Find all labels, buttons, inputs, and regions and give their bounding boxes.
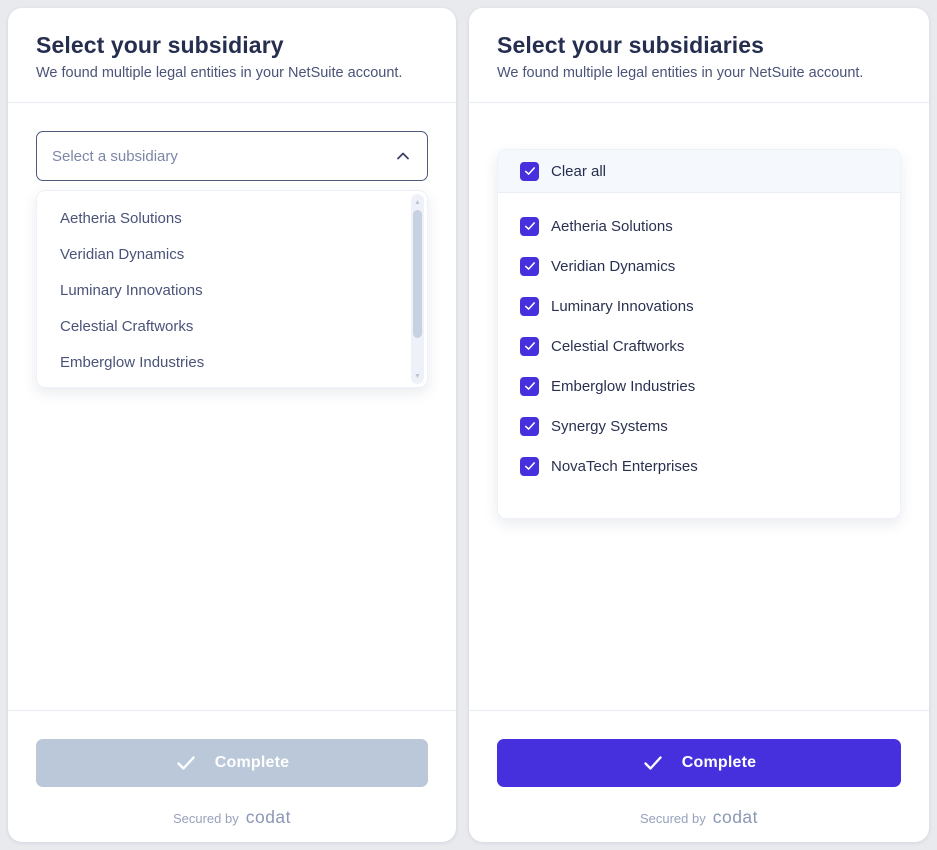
dropdown-option-label: Emberglow Industries bbox=[60, 353, 205, 371]
dropdown-scrollbar[interactable]: ▲ ▼ bbox=[411, 194, 424, 384]
dropdown-option[interactable]: Aetheria Solutions bbox=[37, 200, 409, 236]
subsidiary-checkbox[interactable] bbox=[520, 216, 539, 236]
scroll-up-icon[interactable]: ▲ bbox=[414, 198, 421, 206]
page-title: Select your subsidiary bbox=[36, 32, 284, 58]
dropdown-option-label: Aetheria Solutions bbox=[60, 209, 182, 227]
page-subtitle: We found multiple legal entities in your… bbox=[36, 65, 403, 81]
scrollbar-thumb[interactable] bbox=[413, 210, 422, 338]
secured-by-text: Secured by bbox=[172, 811, 239, 826]
multi-select-panel: Select your subsidiaries We found multip… bbox=[469, 8, 929, 842]
subsidiary-checkbox[interactable] bbox=[520, 296, 539, 316]
panel-body: Select a subsidiary Aetheria Solutions bbox=[8, 103, 456, 710]
secured-by-text: Secured by bbox=[639, 811, 706, 826]
subsidiary-check-row[interactable]: Emberglow Industries bbox=[498, 366, 900, 406]
page-title: Select your subsidiaries bbox=[497, 32, 765, 58]
subsidiary-checkbox[interactable] bbox=[520, 416, 539, 436]
subsidiary-check-row[interactable]: Celestial Craftworks bbox=[498, 326, 900, 366]
subsidiary-checkbox[interactable] bbox=[520, 336, 539, 356]
complete-button-label: Complete bbox=[681, 754, 757, 771]
panel-footer: Complete Secured by codat bbox=[8, 710, 456, 842]
dropdown-option-label: Luminary Innovations bbox=[60, 281, 203, 299]
dropdown-option-label: Veridian Dynamics bbox=[60, 245, 185, 263]
select-placeholder: Select a subsidiary bbox=[52, 147, 178, 165]
clear-all-label: Clear all bbox=[551, 162, 607, 180]
subsidiary-label: Synergy Systems bbox=[551, 417, 668, 435]
subsidiaries-checklist-card: Clear all Aetheria Solutions bbox=[497, 149, 901, 519]
subsidiary-dropdown: Aetheria Solutions Veridian Dynamics Lum… bbox=[36, 190, 428, 388]
subsidiary-label: Veridian Dynamics bbox=[551, 257, 676, 275]
subsidiary-check-row[interactable]: Synergy Systems bbox=[498, 406, 900, 446]
subsidiary-label: Aetheria Solutions bbox=[551, 217, 673, 235]
panel-body: Clear all Aetheria Solutions bbox=[469, 103, 929, 710]
panel-header: Select your subsidiary We found multiple… bbox=[8, 8, 456, 103]
dropdown-option[interactable]: Emberglow Industries bbox=[37, 344, 409, 380]
chevron-up-icon bbox=[395, 148, 411, 164]
scroll-down-icon[interactable]: ▼ bbox=[414, 372, 421, 380]
subsidiary-label: NovaTech Enterprises bbox=[551, 457, 698, 475]
subsidiary-label: Luminary Innovations bbox=[551, 297, 694, 315]
codat-logo: codat bbox=[245, 807, 292, 827]
page-subtitle: We found multiple legal entities in your… bbox=[497, 65, 864, 81]
clear-all-row[interactable]: Clear all bbox=[498, 150, 900, 193]
panel-header: Select your subsidiaries We found multip… bbox=[469, 8, 929, 103]
dropdown-option[interactable]: Luminary Innovations bbox=[37, 272, 409, 308]
check-icon bbox=[642, 752, 664, 774]
subsidiary-check-row[interactable]: Aetheria Solutions bbox=[498, 206, 900, 246]
complete-button[interactable]: Complete bbox=[36, 739, 428, 787]
dropdown-option[interactable]: Celestial Craftworks bbox=[37, 308, 409, 344]
complete-button-label: Complete bbox=[214, 754, 290, 771]
subsidiary-check-row[interactable]: Luminary Innovations bbox=[498, 286, 900, 326]
clear-all-checkbox[interactable] bbox=[520, 161, 539, 181]
subsidiary-checkbox[interactable] bbox=[520, 456, 539, 476]
dropdown-option[interactable]: Veridian Dynamics bbox=[37, 236, 409, 272]
subsidiary-label: Emberglow Industries bbox=[551, 377, 696, 395]
single-select-panel: Select your subsidiary We found multiple… bbox=[8, 8, 456, 842]
dropdown-option-label: Celestial Craftworks bbox=[60, 317, 194, 335]
codat-logo: codat bbox=[712, 807, 759, 827]
subsidiary-checkbox[interactable] bbox=[520, 256, 539, 276]
subsidiary-checkbox[interactable] bbox=[520, 376, 539, 396]
dropdown-option-list: Aetheria Solutions Veridian Dynamics Lum… bbox=[37, 200, 409, 380]
secured-by-line: Secured by codat bbox=[497, 807, 901, 828]
secured-by-line: Secured by codat bbox=[36, 807, 428, 828]
panel-footer: Complete Secured by codat bbox=[469, 710, 929, 842]
complete-button[interactable]: Complete bbox=[497, 739, 901, 787]
check-icon bbox=[175, 752, 197, 774]
subsidiary-check-row[interactable]: Veridian Dynamics bbox=[498, 246, 900, 286]
subsidiary-select[interactable]: Select a subsidiary bbox=[36, 131, 428, 181]
subsidiary-check-list: Aetheria Solutions Veridian Dynamics bbox=[498, 193, 900, 518]
subsidiary-label: Celestial Craftworks bbox=[551, 337, 685, 355]
subsidiary-check-row[interactable]: NovaTech Enterprises bbox=[498, 446, 900, 486]
